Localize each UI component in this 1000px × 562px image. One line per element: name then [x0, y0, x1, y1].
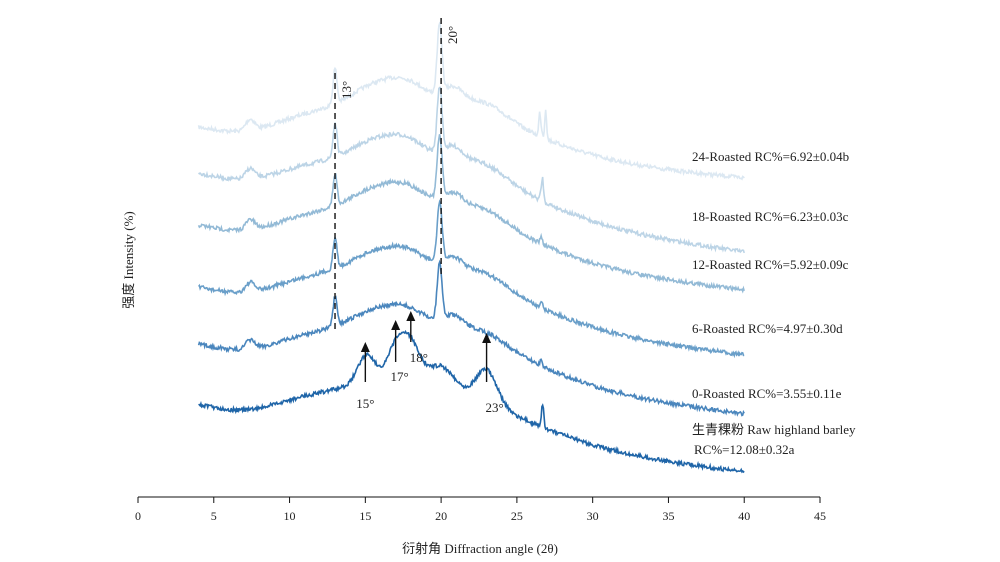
x-tick-label-0: 0	[135, 509, 141, 523]
series-label-raw-line2: RC%=12.08±0.32a	[694, 442, 795, 457]
x-tick-label-40: 40	[738, 509, 750, 523]
series-line-4	[197, 259, 745, 417]
arrow-label-23: 23°	[485, 400, 503, 415]
x-tick-label-5: 5	[211, 509, 217, 523]
arrow-head-15	[360, 342, 370, 352]
series-line-2	[197, 134, 745, 294]
arrow-label-17: 17°	[391, 369, 409, 384]
x-tick-label-30: 30	[587, 509, 599, 523]
arrow-head-18	[406, 311, 416, 321]
series-line-0	[197, 21, 745, 181]
series-label-24: 24-Roasted RC%=6.92±0.04b	[692, 149, 849, 164]
peak-arrows: 15° 17°18° 23°	[356, 311, 504, 415]
series-line-5	[198, 329, 745, 474]
x-axis-title: 衍射角 Diffraction angle (2θ)	[402, 541, 558, 556]
arrow-label-18: 18°	[410, 350, 428, 365]
x-tick-label-20: 20	[435, 509, 447, 523]
series-label-12: 12-Roasted RC%=5.92±0.09c	[692, 257, 849, 272]
series-label-0: 0-Roasted RC%=3.55±0.11e	[692, 386, 842, 401]
series-label-18: 18-Roasted RC%=6.23±0.03c	[692, 209, 849, 224]
series-labels: 24-Roasted RC%=6.92±0.04b 18-Roasted RC%…	[692, 149, 856, 457]
x-tick-label-15: 15	[359, 509, 371, 523]
x-tick-label-25: 25	[511, 509, 523, 523]
arrow-label-15: 15°	[356, 396, 374, 411]
ref-label-20: 20°	[445, 26, 460, 44]
series-label-raw-line1: 生青稞粉 Raw highland barley	[692, 422, 856, 437]
series-line-1	[198, 86, 745, 254]
x-tick-label-45: 45	[814, 509, 826, 523]
arrow-head-23	[482, 333, 492, 343]
series-label-6: 6-Roasted RC%=4.97±0.30d	[692, 321, 843, 336]
x-tick-label-10: 10	[284, 509, 296, 523]
ref-label-13: 13°	[339, 81, 354, 99]
series-line-3	[197, 199, 745, 359]
x-axis: 0 5 10 15 20 25 30 35 40 45	[135, 496, 826, 523]
series-curves	[197, 21, 745, 474]
y-axis-title: 强度 Intensity (%)	[121, 211, 136, 308]
arrow-head-17	[391, 320, 401, 330]
reference-lines: 13° 20°	[334, 18, 460, 332]
x-tick-label-35: 35	[662, 509, 674, 523]
